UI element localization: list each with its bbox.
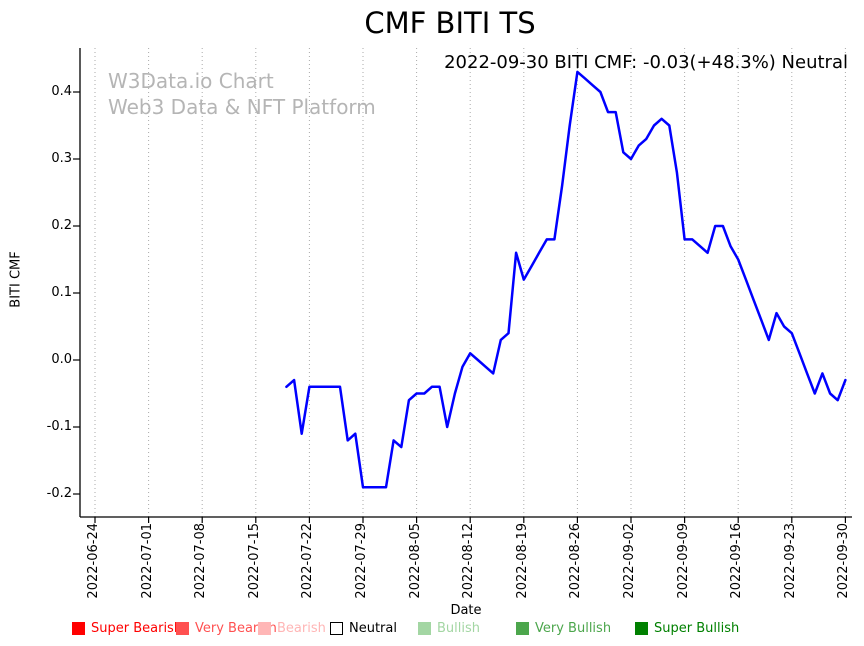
x-tick-label: 2022-09-09 bbox=[675, 523, 691, 599]
x-tick-label: 2022-08-12 bbox=[461, 523, 477, 599]
legend-swatch bbox=[516, 622, 529, 635]
x-tick-label: 2022-09-16 bbox=[729, 523, 745, 599]
legend-swatch bbox=[72, 622, 85, 635]
legend-item: Neutral bbox=[330, 620, 397, 637]
legend-item: Very Bullish bbox=[516, 620, 611, 637]
chart-title: CMF BITI TS bbox=[364, 6, 536, 40]
legend-item: Very Bearish bbox=[176, 620, 277, 637]
legend-label: Neutral bbox=[349, 621, 397, 636]
last-value-annotation: 2022-09-30 BITI CMF: -0.03(+48.3%) Neutr… bbox=[444, 52, 848, 73]
legend-swatch bbox=[258, 622, 271, 635]
x-tick-label: 2022-09-23 bbox=[782, 523, 798, 599]
x-tick-label: 2022-09-30 bbox=[836, 523, 852, 599]
y-tick-label: 0.2 bbox=[51, 218, 72, 233]
y-tick-label: 0.1 bbox=[51, 285, 72, 300]
x-tick-label: 2022-09-02 bbox=[622, 523, 637, 599]
legend-swatch bbox=[330, 622, 343, 635]
legend-swatch bbox=[418, 622, 431, 635]
y-tick-label: -0.2 bbox=[46, 486, 72, 501]
y-tick-label: 0.0 bbox=[51, 352, 72, 367]
legend-item: Super Bullish bbox=[635, 620, 739, 637]
watermark: W3Data.io Chart Web3 Data & NFT Platform bbox=[108, 68, 376, 120]
watermark-line2: Web3 Data & NFT Platform bbox=[108, 95, 376, 119]
y-tick-label: 0.4 bbox=[51, 84, 72, 99]
x-tick-label: 2022-08-26 bbox=[568, 523, 584, 599]
legend-label: Very Bearish bbox=[195, 621, 277, 636]
legend-swatch bbox=[176, 622, 189, 635]
legend-label: Super Bearish bbox=[91, 621, 183, 636]
x-tick-label: 2022-08-05 bbox=[407, 523, 423, 599]
x-tick-label: 2022-07-08 bbox=[193, 523, 209, 599]
legend-item: Super Bearish bbox=[72, 620, 182, 637]
x-tick-label: 2022-08-19 bbox=[514, 523, 530, 599]
x-tick-label: 2022-07-29 bbox=[354, 523, 369, 599]
x-tick-label: 2022-07-22 bbox=[300, 523, 316, 599]
legend-item: Bearish bbox=[258, 620, 326, 637]
x-axis-label: Date bbox=[450, 603, 482, 618]
x-tick-label: 2022-06-24 bbox=[86, 523, 101, 599]
legend-label: Bullish bbox=[437, 621, 481, 636]
legend-label: Super Bullish bbox=[654, 621, 740, 636]
x-tick-label: 2022-07-01 bbox=[139, 523, 155, 599]
y-tick-label: -0.1 bbox=[46, 419, 72, 434]
legend-label: Very Bullish bbox=[535, 621, 612, 636]
cmf-line-series bbox=[285, 70, 847, 489]
signal-legend: Super Bearish Very Bearish Bearish Neutral B… bbox=[0, 620, 864, 640]
watermark-line1: W3Data.io Chart bbox=[108, 69, 274, 93]
legend-label: Bearish bbox=[277, 621, 326, 636]
y-axis-label: BITI CMF bbox=[8, 251, 24, 308]
legend-swatch bbox=[635, 622, 648, 635]
x-tick-label: 2022-07-15 bbox=[246, 523, 262, 599]
y-tick-label: 0.3 bbox=[51, 151, 72, 166]
legend-item: Bullish bbox=[418, 620, 480, 637]
